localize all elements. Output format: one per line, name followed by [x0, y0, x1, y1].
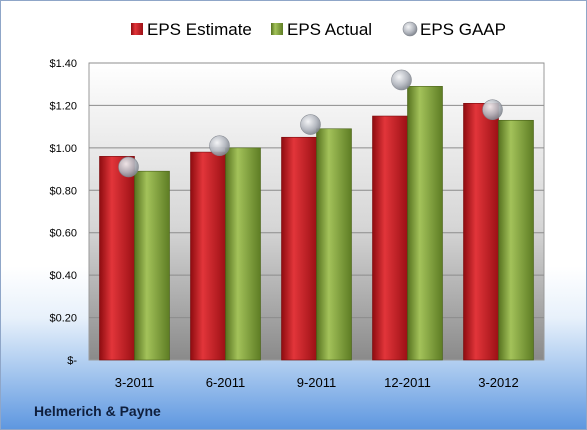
bar-eps-estimate — [281, 136, 317, 361]
point-eps-gaap — [118, 156, 139, 178]
bar-eps-actual — [134, 170, 170, 361]
x-category-label: 3-2011 — [115, 375, 155, 390]
y-tick-label: $1.20 — [49, 100, 77, 112]
legend-label: EPS GAAP — [420, 20, 506, 39]
point-eps-gaap — [300, 114, 321, 135]
legend-label: EPS Estimate — [147, 20, 252, 39]
bar-eps-actual — [407, 86, 443, 361]
point-eps-gaap — [391, 69, 412, 91]
legend-swatch — [131, 23, 143, 35]
x-category-label: 3-2012 — [478, 375, 518, 390]
y-tick-label: $0.20 — [49, 313, 77, 325]
legend-item-eps-estimate: EPS Estimate — [131, 20, 252, 39]
y-tick-label: $- — [67, 355, 77, 367]
bar-eps-actual — [498, 119, 534, 361]
x-category-label: 9-2011 — [297, 375, 337, 390]
y-tick-label: $0.60 — [49, 228, 77, 240]
company-name: Helmerich & Payne — [34, 403, 161, 419]
bar-eps-estimate — [463, 103, 499, 361]
x-category-label: 6-2011 — [206, 375, 246, 390]
y-tick-label: $0.40 — [49, 270, 77, 282]
legend-swatch — [271, 23, 283, 35]
y-tick-label: $1.40 — [49, 58, 77, 70]
bar-eps-estimate — [190, 151, 226, 361]
bar-eps-actual — [316, 128, 352, 361]
legend-swatch — [402, 21, 418, 37]
point-eps-gaap — [209, 135, 230, 157]
y-tick-label: $1.00 — [49, 143, 77, 155]
legend-item-eps-gaap: EPS GAAP — [402, 20, 506, 39]
bar-eps-estimate — [372, 115, 408, 361]
point-eps-gaap — [482, 99, 503, 120]
legend-label: EPS Actual — [287, 20, 372, 39]
bar-eps-actual — [225, 147, 261, 361]
y-tick-label: $0.80 — [49, 185, 77, 197]
legend-item-eps-actual: EPS Actual — [271, 20, 372, 39]
x-category-label: 12-2011 — [384, 375, 431, 390]
bar-eps-estimate — [99, 156, 135, 361]
